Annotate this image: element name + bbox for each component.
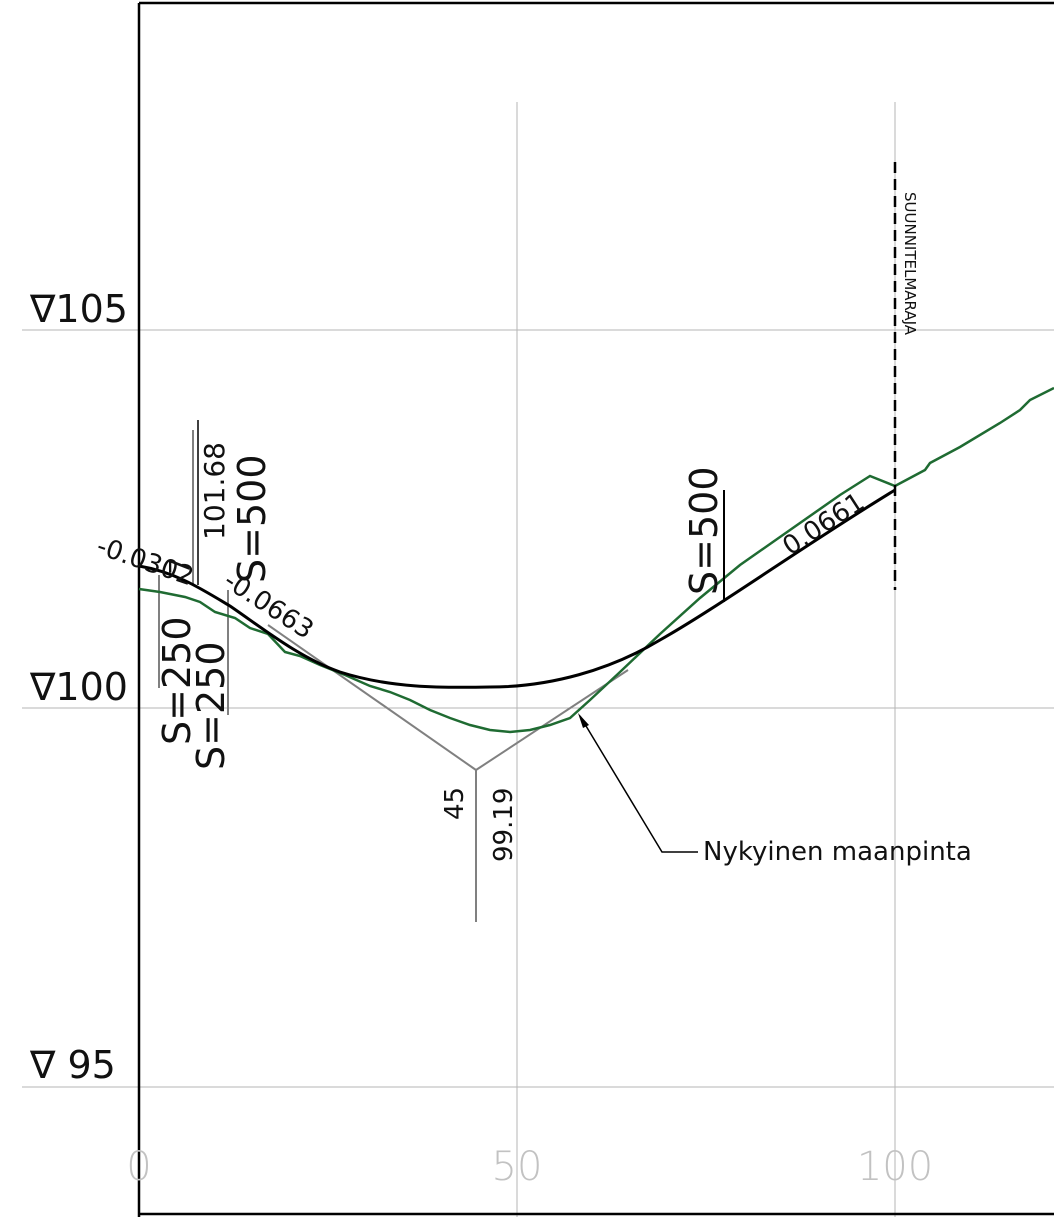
- pvi-elevation-label: 99.19: [489, 788, 519, 862]
- marker-label-7: 7: [163, 557, 196, 575]
- station-label-100: 100: [857, 1144, 933, 1190]
- level-label-105: ∇105: [29, 287, 128, 331]
- project-boundary-label: SUUNNITELMARAJA: [901, 192, 919, 336]
- pvi-station-label: 45: [440, 787, 470, 820]
- grade-label-right: 0.0661: [777, 487, 870, 562]
- station-label-0: 0: [126, 1144, 151, 1190]
- station-label-50: 50: [492, 1144, 543, 1190]
- design-profile-line: [138, 488, 896, 689]
- radius-label-left-3: S=500: [230, 455, 274, 584]
- ground-leader-line: [579, 715, 698, 853]
- level-label-100: ∇100: [29, 665, 128, 709]
- ground-annotation-label: Nykyinen maanpinta: [703, 837, 972, 867]
- radius-label-left-2: S=250: [189, 642, 233, 771]
- level-label-95: ∇ 95: [29, 1043, 116, 1087]
- ground-line: [138, 386, 1054, 734]
- radius-label-right: S=500: [682, 467, 726, 596]
- radius-label-left-1: S=250: [155, 617, 199, 746]
- elevation-label-101-68: 101.68: [198, 442, 231, 540]
- ground-leader-arrowhead: [578, 713, 589, 728]
- tangent-left: [267, 624, 477, 771]
